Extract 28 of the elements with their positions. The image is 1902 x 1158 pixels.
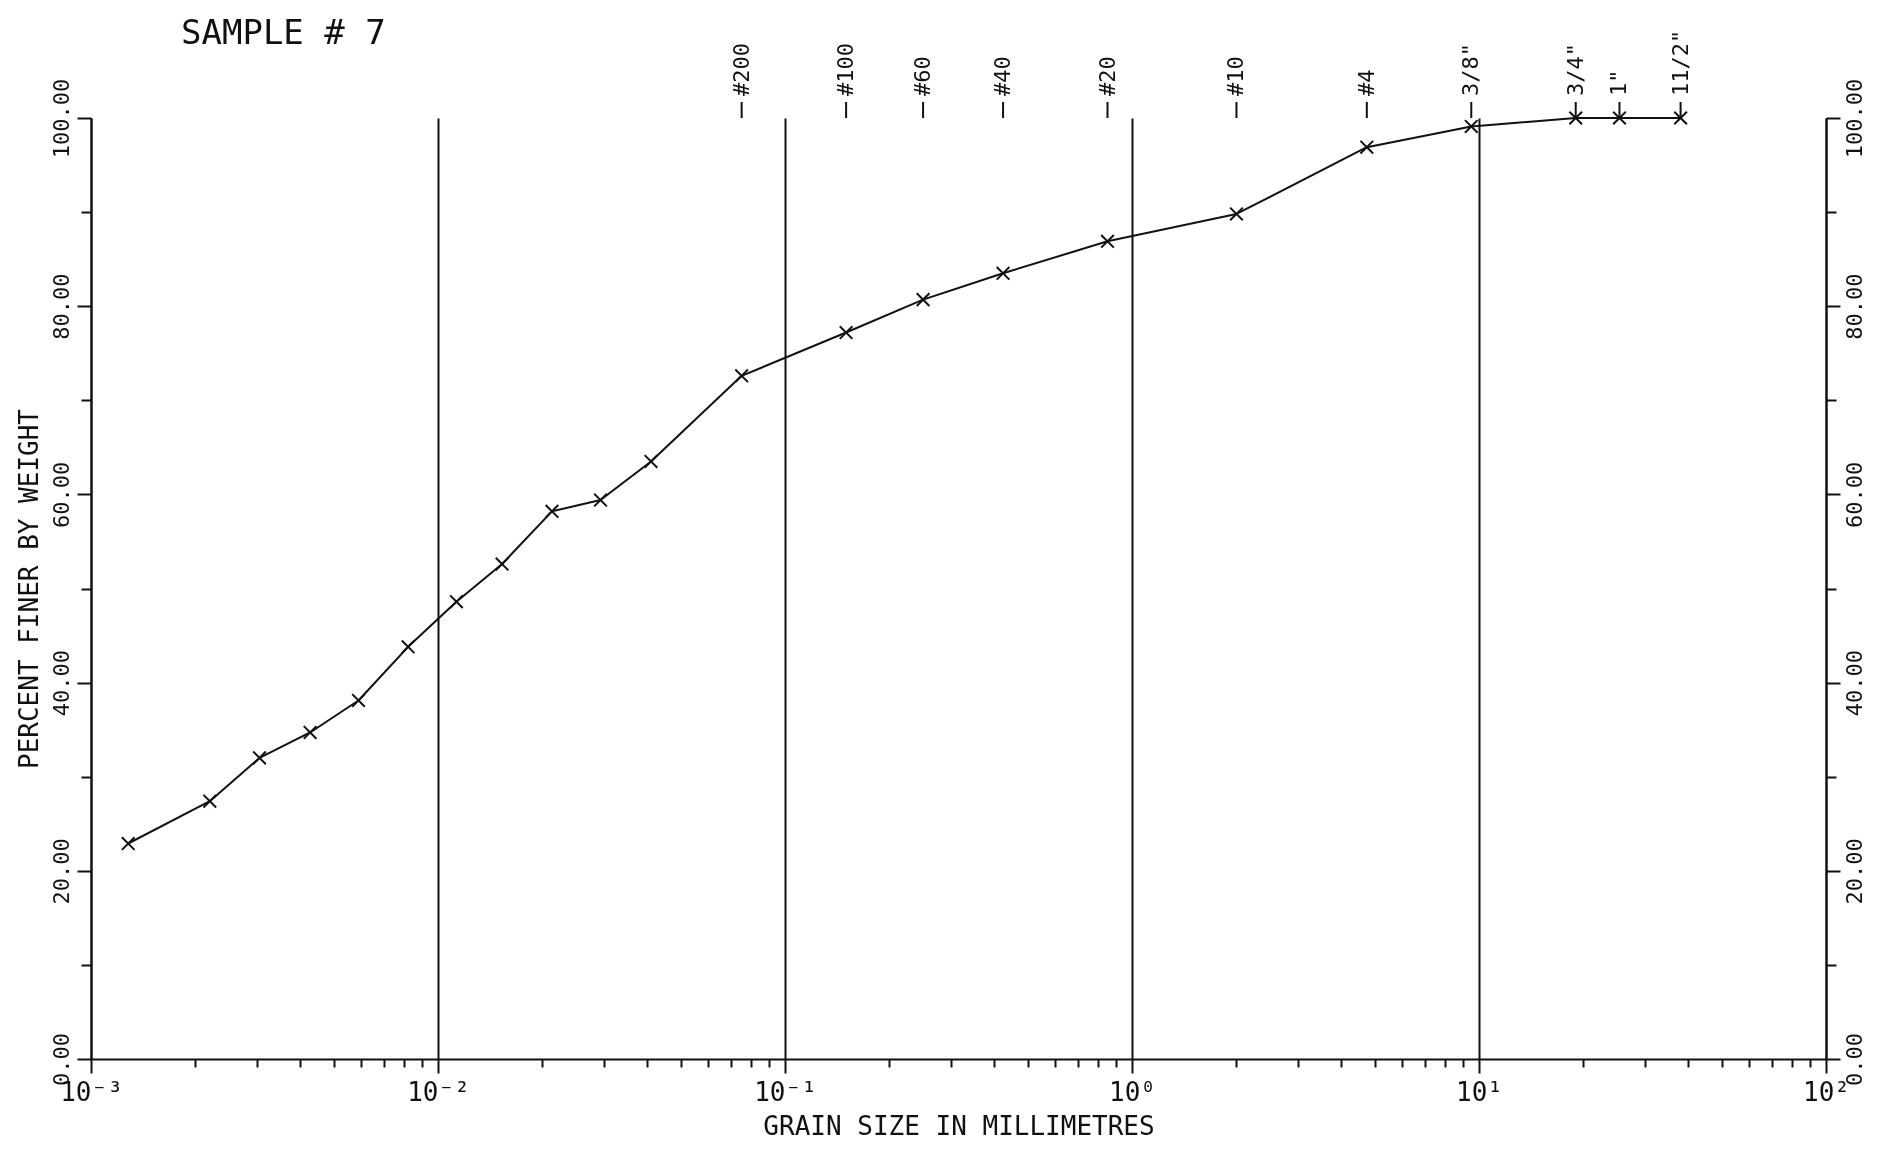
- y-tick-label: 40.00: [48, 649, 74, 717]
- annotation: 3/8": [1458, 43, 1484, 96]
- y2-tick-label: 40.00: [1841, 649, 1867, 717]
- y-tick-label: 60.00: [48, 461, 74, 529]
- annotation: 1": [1606, 69, 1632, 96]
- annotation: #60: [910, 56, 936, 96]
- annotation: #10: [1223, 56, 1249, 96]
- x-tick-label: 10¹: [1456, 1076, 1503, 1107]
- y2-tick-label: 80.00: [1841, 273, 1867, 340]
- annotation: #4: [1353, 69, 1379, 96]
- x-tick-label: 10⁻²: [407, 1076, 470, 1107]
- y2-tick-label: 100.00: [1841, 78, 1867, 159]
- y2-tick-label: 20.00: [1841, 838, 1867, 905]
- y-axis-title: PERCENT FINER BY WEIGHT: [13, 408, 44, 770]
- x-axis-title: GRAIN SIZE IN MILLIMETRES: [763, 1110, 1155, 1141]
- y-tick-label: 100.00: [48, 78, 74, 159]
- annotation: #20: [1094, 56, 1120, 96]
- y-tick-label: 80.00: [48, 273, 74, 340]
- annotation: #40: [990, 56, 1016, 96]
- y-tick-label: 20.00: [48, 838, 74, 905]
- annotation: 11/2": [1667, 29, 1693, 96]
- chart-title: SAMPLE # 7: [181, 12, 386, 52]
- y2-tick-label: 60.00: [1841, 461, 1867, 529]
- x-tick-label: 10⁰: [1109, 1076, 1156, 1107]
- annotation: 3/4": [1562, 43, 1588, 96]
- annotation: #200: [728, 43, 754, 96]
- x-tick-label: 10⁻¹: [754, 1076, 817, 1107]
- annotation: #100: [833, 43, 859, 96]
